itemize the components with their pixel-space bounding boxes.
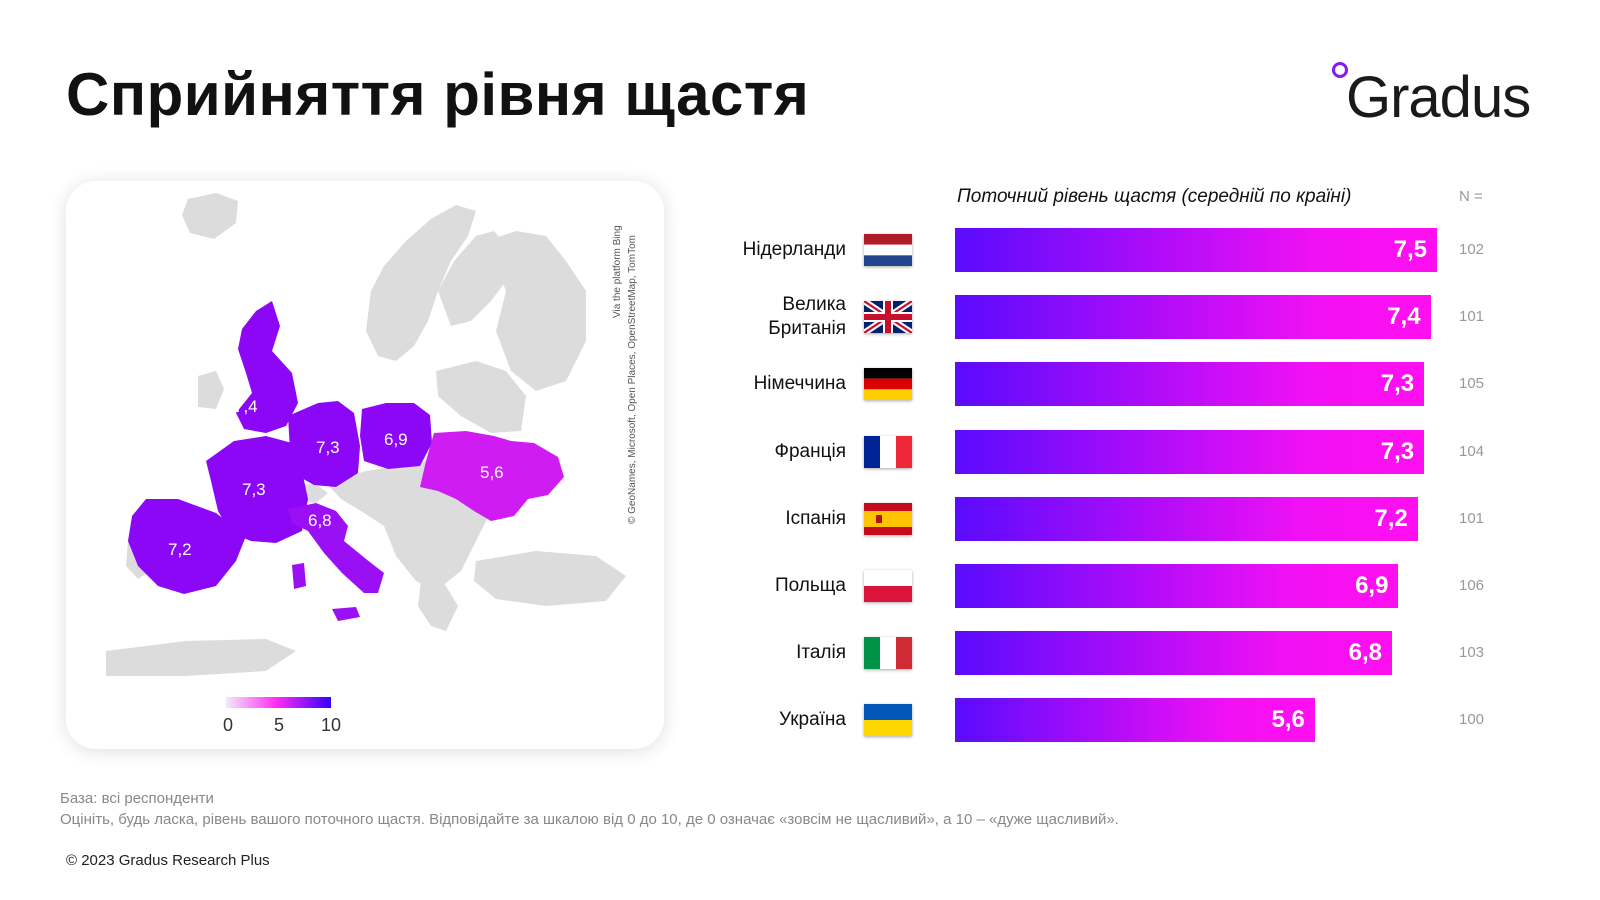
bar-value-label: 6,8 [1348, 639, 1382, 667]
n-value: 105 [1459, 375, 1485, 393]
n-value: 102 [1459, 241, 1485, 258]
map-label-france: 7,3 [242, 480, 266, 499]
country-label: Нідерланди [742, 239, 846, 260]
map-label-spain: 7,2 [168, 540, 192, 559]
bar: 5,6 [955, 698, 1315, 743]
germany-flag-icon [864, 368, 912, 401]
bar: 6,9 [955, 564, 1399, 608]
ukraine-region [420, 431, 564, 521]
map-color-legend [226, 697, 331, 708]
ukraine-flag-icon [864, 704, 912, 737]
poland-flag-icon [864, 570, 912, 602]
map-credit-line2: © GeoNames, Microsoft, Open Places, Open… [627, 235, 638, 524]
bar: 7,2 [955, 496, 1418, 541]
bar: 7,3 [955, 429, 1425, 474]
netherlands-flag-icon [864, 234, 912, 266]
bar-value-label: 7,3 [1380, 370, 1415, 398]
bar: 7,3 [955, 362, 1425, 407]
footnote-base: База: всі респонденти [60, 790, 214, 807]
europe-map-card: 7,4 7,3 6,9 5,6 7,3 6,8 7,2 Via the plat… [66, 181, 664, 749]
map-label-italy: 6,8 [308, 511, 332, 530]
country-label: Україна [778, 709, 846, 731]
italy-region [288, 503, 384, 593]
country-label: Німеччина [753, 373, 846, 395]
legend-tick-5: 5 [273, 715, 285, 735]
bar-value-label: 7,5 [1393, 236, 1427, 263]
map-label-uk: 7,4 [234, 397, 258, 416]
n-value: 101 [1459, 308, 1485, 326]
france-region [206, 436, 308, 543]
bar: 6,8 [955, 631, 1392, 676]
italy-flag-icon [864, 637, 912, 670]
bar-value-label: 5,6 [1271, 706, 1305, 734]
legend-tick-0: 0 [222, 715, 234, 735]
bar-value-label: 7,4 [1387, 303, 1421, 331]
legend-tick-10: 10 [320, 715, 342, 735]
europe-map: 7,4 7,3 6,9 5,6 7,3 6,8 7,2 [106, 193, 626, 676]
gradus-logo: Gradus [1332, 58, 1552, 130]
france-flag-icon [864, 435, 912, 468]
bar: 7,5 [955, 228, 1437, 272]
n-header: N = [1459, 188, 1483, 205]
n-value: 106 [1459, 577, 1485, 594]
bar-value-label: 6,9 [1355, 572, 1389, 599]
logo-text: Gradus [1346, 65, 1531, 130]
spain-region [128, 499, 246, 594]
country-label: Франція [774, 440, 846, 462]
country-label: Італія [796, 642, 846, 664]
bar: 7,4 [955, 295, 1431, 340]
n-value: 103 [1459, 644, 1485, 662]
bar-value-label: 7,2 [1374, 504, 1408, 532]
country-label: Іспанія [785, 507, 846, 529]
page-title: Сприйняття рівня щастя [66, 61, 810, 128]
map-label-ukraine: 5,6 [480, 463, 504, 482]
n-value: 101 [1459, 509, 1485, 527]
n-value: 100 [1459, 711, 1485, 729]
country-label: Велика Британія [768, 294, 846, 340]
logo-dot-icon [1332, 62, 1348, 78]
country-label: Польща [775, 575, 846, 596]
chart-title: Поточний рівень щастя (середній по країн… [957, 186, 1352, 207]
bar-value-label: 7,3 [1380, 437, 1415, 465]
map-label-poland: 6,9 [384, 430, 408, 449]
map-credit-line1: Via the platform Bing [612, 225, 623, 318]
copyright: © 2023 Gradus Research Plus [66, 852, 270, 869]
sardinia-region [292, 563, 306, 589]
uk-region [236, 301, 298, 433]
uk-flag-icon [864, 301, 912, 334]
poland-region [360, 403, 432, 469]
sicily-region [332, 607, 360, 621]
germany-region [288, 401, 360, 487]
footnote-question: Оцініть, будь ласка, рівень вашого поточ… [60, 811, 1119, 828]
n-value: 104 [1459, 442, 1485, 460]
spain-flag-icon [864, 502, 912, 535]
map-label-germany: 7,3 [316, 438, 340, 457]
